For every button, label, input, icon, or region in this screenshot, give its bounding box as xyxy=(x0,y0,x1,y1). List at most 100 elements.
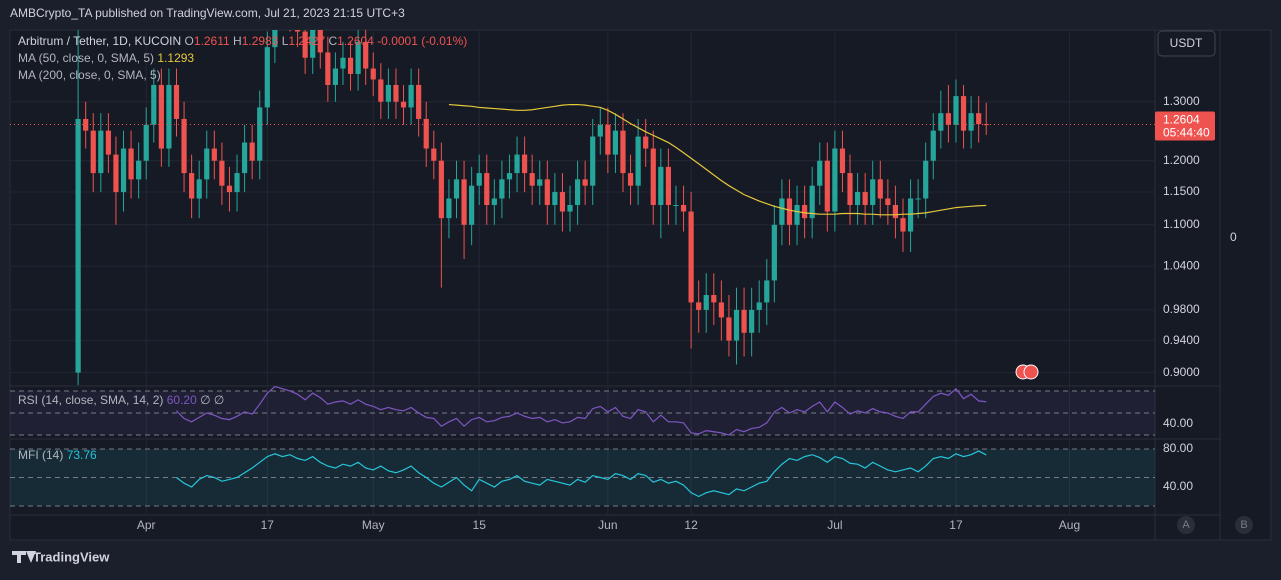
candle-body xyxy=(257,107,263,161)
candle-body xyxy=(431,148,437,161)
candle-body xyxy=(242,142,248,174)
candle-body xyxy=(90,130,96,174)
candle-body xyxy=(438,160,444,219)
ohlc-letter: O xyxy=(185,34,194,48)
candle-body xyxy=(469,185,475,225)
candle-body xyxy=(900,218,906,232)
candle-body xyxy=(953,96,959,125)
candle-body xyxy=(786,198,793,225)
candle-body xyxy=(696,302,702,310)
candle-body xyxy=(249,142,255,161)
event-icon[interactable] xyxy=(1023,364,1039,380)
candle-body xyxy=(567,204,573,212)
candle-body xyxy=(325,52,331,85)
candle-body xyxy=(794,204,800,225)
candle-body xyxy=(809,185,815,219)
side-label: 0 xyxy=(1230,230,1237,244)
y-tick-label: 1.0400 xyxy=(1163,258,1200,272)
y-tick-label: 0.9400 xyxy=(1163,333,1200,347)
candle-body xyxy=(847,173,853,205)
scale-button[interactable] xyxy=(1177,516,1195,534)
candle-body xyxy=(552,192,558,205)
candle-body xyxy=(423,118,429,149)
candle-body xyxy=(181,118,187,174)
candle-body xyxy=(272,30,278,48)
candle-body xyxy=(105,130,111,155)
last-price: 1.2604 xyxy=(1163,113,1200,127)
ma-value: 1.1293 xyxy=(157,51,194,65)
candle-body xyxy=(923,160,929,199)
candle-body xyxy=(574,179,581,205)
candle-body xyxy=(143,124,149,161)
candle-body xyxy=(173,84,180,119)
candle-body xyxy=(582,179,588,186)
change-pct: (-0.01%) xyxy=(421,34,467,48)
candle-body xyxy=(340,57,346,69)
scale-button-label[interactable]: A xyxy=(1182,519,1190,531)
scale-button-label[interactable]: B xyxy=(1240,519,1247,531)
candle-body xyxy=(938,113,944,131)
candle-body xyxy=(680,204,687,212)
chart-frame xyxy=(9,29,1272,541)
candle-body xyxy=(302,31,308,58)
x-tick-label: 17 xyxy=(949,518,963,532)
mfi-line xyxy=(176,450,987,498)
candle-body xyxy=(136,160,142,180)
ohlc-letter: H xyxy=(233,34,242,48)
candle-body xyxy=(264,47,270,108)
candle-body xyxy=(158,84,164,149)
last-price-box xyxy=(1155,111,1215,141)
candle-body xyxy=(363,41,369,69)
candle-body xyxy=(832,148,838,212)
candle-body xyxy=(370,68,376,80)
ma-line xyxy=(448,103,987,216)
candle-body xyxy=(612,130,619,155)
ma-name: MA (50, close, 0, SMA, 5) xyxy=(18,51,154,65)
currency-button[interactable] xyxy=(1157,30,1216,57)
candle-body xyxy=(537,179,543,186)
candle-body xyxy=(332,68,339,85)
candle-body xyxy=(446,198,452,219)
candle-body xyxy=(385,84,391,102)
plot xyxy=(75,30,989,385)
x-tick-label: Aug xyxy=(1059,518,1080,532)
ohlc-value: 1.2427 xyxy=(288,34,325,48)
candle-body xyxy=(196,179,202,199)
x-tick-label: 15 xyxy=(473,518,487,532)
candle-body xyxy=(204,148,210,180)
candle-body xyxy=(120,148,127,193)
y-tick-label: 40.00 xyxy=(1163,479,1193,493)
candle-body xyxy=(400,101,407,108)
ma-legend: MA (50, close, 0, SMA, 5) 1.1293 xyxy=(18,51,194,65)
y-tick-label: 1.1000 xyxy=(1163,217,1200,231)
candle-body xyxy=(506,173,513,180)
x-tick-label: Jun xyxy=(598,518,617,532)
candle-body xyxy=(128,148,134,180)
mfi-value: 73.76 xyxy=(67,448,97,462)
scale-button[interactable] xyxy=(1235,516,1253,534)
rsi-value: 60.20 xyxy=(167,393,197,407)
candle-body xyxy=(824,160,830,212)
x-tick-label: 17 xyxy=(261,518,275,532)
candle-body xyxy=(885,198,891,205)
candle-body xyxy=(544,179,550,205)
mfi-legend: MFI (14) 73.76 xyxy=(18,448,97,462)
candle-body xyxy=(83,118,89,131)
candle-body xyxy=(347,57,354,74)
candle-body xyxy=(166,84,172,149)
candle-body xyxy=(703,295,709,310)
y-tick-label: 80.00 xyxy=(1163,441,1193,455)
currency[interactable]: USDT xyxy=(1170,36,1203,50)
candle-body xyxy=(416,84,422,119)
y-tick-label: 0.9000 xyxy=(1163,365,1200,379)
x-tick-label: 12 xyxy=(684,518,698,532)
rsi-legend: RSI (14, close, SMA, 14, 2) 60.20 ∅ ∅ xyxy=(18,393,224,407)
change: -0.0001 xyxy=(377,34,418,48)
candle-body xyxy=(189,173,195,199)
x-tick-label: Jul xyxy=(827,518,842,532)
ohlc-value: 1.2604 xyxy=(337,34,374,48)
y-tick-label: 0.9800 xyxy=(1163,302,1200,316)
rsi-line xyxy=(176,385,987,436)
candle-body xyxy=(559,192,566,212)
